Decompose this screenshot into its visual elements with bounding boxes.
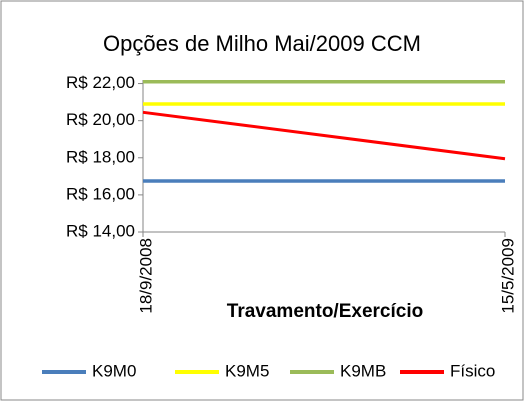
legend-label: K9MB bbox=[340, 361, 386, 380]
legend-label: Físico bbox=[450, 361, 495, 380]
y-tick-label: R$ 16,00 bbox=[66, 184, 135, 203]
y-tick-label: R$ 14,00 bbox=[66, 221, 135, 240]
legend-label: K9M0 bbox=[92, 361, 136, 380]
y-tick-label: R$ 18,00 bbox=[66, 147, 135, 166]
x-tick-label: 18/9/2008 bbox=[136, 238, 155, 314]
chart-title: Opções de Milho Mai/2009 CCM bbox=[103, 31, 421, 56]
legend-label: K9M5 bbox=[225, 361, 269, 380]
y-tick-label: R$ 22,00 bbox=[66, 73, 135, 92]
x-tick-label: 15/5/2009 bbox=[498, 238, 517, 314]
x-axis-label: Travamento/Exercício bbox=[227, 301, 423, 322]
line bbox=[142, 110, 506, 161]
y-tick-label: R$ 20,00 bbox=[66, 110, 135, 129]
